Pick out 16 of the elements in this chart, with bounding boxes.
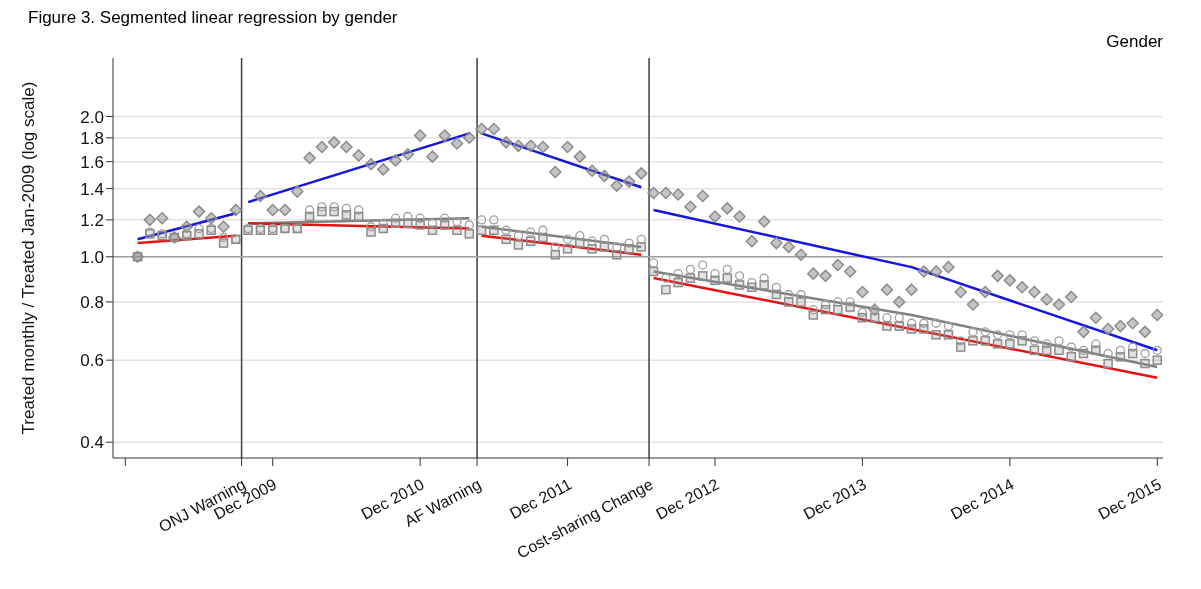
x-tick-label: Dec 2013 bbox=[800, 475, 870, 523]
y-tick-label: 0.4 bbox=[80, 433, 104, 453]
y-tick-label: 2.0 bbox=[80, 107, 104, 127]
x-tick-label: Dec 2015 bbox=[1095, 475, 1165, 523]
y-axis-title: Treated monthly / Treated Jan-2009 (log scale) bbox=[19, 81, 39, 435]
x-tick-label: Dec 2012 bbox=[653, 475, 722, 523]
y-tick-label: 0.6 bbox=[80, 351, 104, 371]
y-tick-label: 1.8 bbox=[80, 128, 104, 148]
y-tick-label: 1.6 bbox=[80, 152, 104, 172]
legend-title: Gender bbox=[1106, 32, 1163, 52]
y-tick-label: 1.4 bbox=[80, 179, 104, 199]
y-tick-label: 0.8 bbox=[80, 292, 104, 312]
y-tick-label: 1.0 bbox=[80, 247, 104, 267]
chart-title: Figure 3. Segmented linear regression by gender bbox=[28, 8, 399, 28]
x-tick-label: Dec 2014 bbox=[948, 475, 1017, 523]
y-tick-label: 1.2 bbox=[80, 210, 104, 230]
